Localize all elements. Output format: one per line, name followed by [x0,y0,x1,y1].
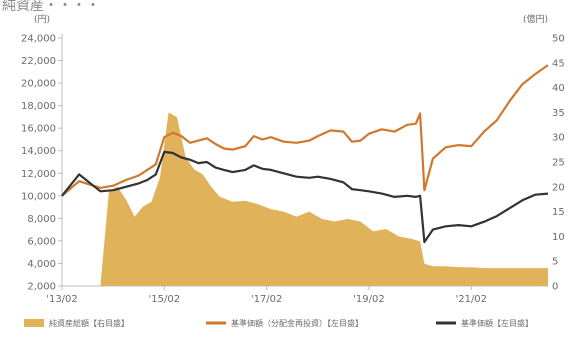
chart-title-fragment: 純資産・・・・ [2,0,100,14]
left-tick-label: 4,000 [27,259,56,270]
right-tick-label: 10 [552,232,565,243]
left-tick-label: 14,000 [21,146,56,157]
right-tick-label: 20 [552,182,565,193]
left-tick-label: 8,000 [27,214,56,225]
x-axis-ticks: '13/02 '15/02 '17/02 '19/02 '21/02 [46,286,487,305]
legend-item-nav: 基準価額【左目盛】 [461,318,533,328]
x-tick-label: '13/02 [46,294,78,305]
left-axis-unit-label: (円) [34,14,50,25]
left-tick-label: 24,000 [21,34,56,45]
net-assets-area [62,112,548,287]
legend-swatch-net-assets [24,319,44,327]
right-tick-label: 50 [552,34,565,45]
left-tick-label: 18,000 [21,101,56,112]
right-tick-label: 25 [552,158,565,169]
right-tick-label: 0 [552,282,558,293]
left-tick-label: 10,000 [21,191,56,202]
nav-reinvested-line [61,64,549,197]
x-tick-label: '21/02 [455,294,487,305]
x-tick-label: '19/02 [353,294,385,305]
right-tick-label: 40 [552,83,565,94]
left-tick-label: 16,000 [21,124,56,135]
chart-legend: 純資産総額【右目盛】 基準価額（分配金再投資）【左目盛】 基準価額【左目盛】 [24,318,533,328]
right-axis-unit-label: (億円) [523,13,548,25]
right-tick-label: 30 [552,133,565,144]
right-tick-label: 45 [552,58,565,69]
left-tick-label: 6,000 [27,236,56,247]
legend-item-nav-reinvested: 基準価額（分配金再投資）【左目盛】 [231,318,363,328]
left-tick-label: 12,000 [21,169,56,180]
right-tick-label: 35 [552,108,565,119]
x-tick-label: '17/02 [251,294,283,305]
nav-line [61,150,549,244]
legend-item-net-assets: 純資産総額【右目盛】 [49,318,129,328]
x-tick-label: '15/02 [149,294,181,305]
right-tick-label: 15 [552,207,565,218]
left-tick-label: 20,000 [21,79,56,90]
right-axis-ticks: 0 5 10 15 20 25 30 35 40 45 50 [552,34,565,293]
left-axis-ticks: 2,000 4,000 6,000 8,000 10,000 12,000 14,000 16… [21,34,62,293]
right-tick-label: 5 [552,257,558,268]
plot-area [61,34,549,287]
left-tick-label: 2,000 [27,282,56,293]
left-tick-label: 22,000 [21,56,56,67]
